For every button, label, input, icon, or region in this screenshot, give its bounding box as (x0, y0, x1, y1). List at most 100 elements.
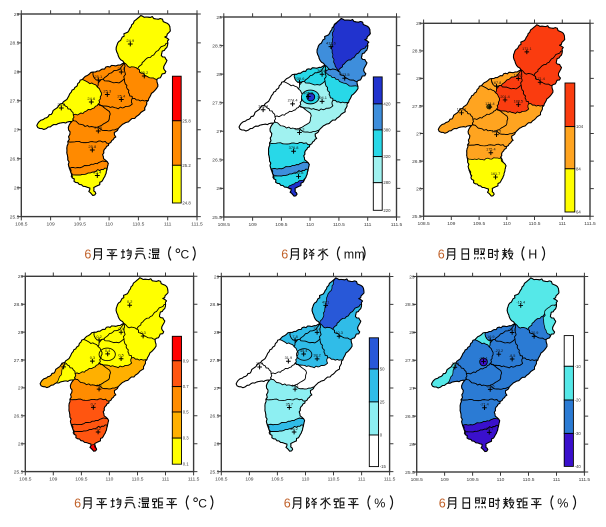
svg-text:108.5: 108.5 (215, 477, 228, 483)
svg-text:28: 28 (18, 330, 24, 336)
svg-text:24.9: 24.9 (126, 38, 135, 43)
svg-text:25.5: 25.5 (212, 215, 222, 221)
svg-text:6: 6 (84, 248, 91, 262)
svg-text:66.2: 66.2 (290, 427, 297, 431)
svg-text:110: 110 (106, 477, 114, 483)
svg-text:0.3: 0.3 (90, 356, 95, 360)
svg-text:109.5: 109.5 (473, 221, 486, 227)
svg-text:110: 110 (302, 477, 310, 483)
svg-text:25.5: 25.5 (405, 470, 415, 476)
svg-text:6: 6 (281, 248, 288, 262)
svg-text:64: 64 (576, 210, 581, 215)
svg-text:0.6: 0.6 (96, 384, 101, 388)
svg-text:25.4: 25.4 (117, 93, 126, 98)
svg-text:7.8: 7.8 (292, 335, 297, 339)
svg-text:171.4: 171.4 (535, 77, 544, 81)
svg-text:40.3: 40.3 (335, 331, 342, 335)
svg-text:0.2: 0.2 (95, 427, 100, 431)
svg-text:111.5: 111.5 (391, 222, 403, 228)
svg-text:29: 29 (14, 12, 20, 18)
svg-text:220: 220 (383, 208, 391, 213)
svg-text:26: 26 (409, 442, 415, 448)
svg-text:109: 109 (245, 477, 253, 483)
svg-text:111: 111 (553, 477, 561, 483)
svg-text:368.4: 368.4 (317, 68, 328, 73)
svg-text:6: 6 (284, 497, 291, 511)
svg-text:25.8: 25.8 (88, 144, 97, 149)
svg-text:50: 50 (380, 367, 385, 372)
svg-text:239.6: 239.6 (295, 76, 306, 81)
svg-text:0.4: 0.4 (105, 349, 111, 353)
svg-text:26: 26 (216, 186, 222, 192)
svg-text:25.8: 25.8 (182, 118, 191, 123)
svg-text:-20.9: -20.9 (530, 331, 539, 335)
svg-text:-16.3: -16.3 (451, 362, 460, 366)
svg-text:186.5: 186.5 (492, 130, 501, 134)
svg-text:108.5: 108.5 (411, 477, 424, 483)
svg-text:161.7: 161.7 (491, 172, 500, 176)
svg-text:175.4: 175.4 (486, 148, 495, 152)
svg-text:25.3: 25.3 (103, 88, 112, 93)
svg-text:201.4: 201.4 (500, 95, 509, 99)
svg-text:110.5: 110.5 (529, 221, 541, 227)
svg-text:111.5: 111.5 (579, 477, 591, 483)
svg-text:-8.5: -8.5 (509, 354, 516, 358)
svg-text:26: 26 (214, 442, 220, 448)
svg-text:109.5: 109.5 (271, 477, 284, 483)
svg-text:84: 84 (576, 166, 581, 171)
svg-text:C: C (181, 248, 190, 262)
svg-text:27: 27 (18, 386, 24, 392)
svg-text:25.5: 25.5 (412, 214, 422, 220)
svg-text:-18.1: -18.1 (508, 327, 517, 331)
svg-text:111.5: 111.5 (384, 477, 396, 483)
svg-text:110.5: 110.5 (132, 477, 144, 483)
svg-text:26: 26 (18, 442, 24, 448)
svg-text:109: 109 (441, 477, 449, 483)
svg-text:28: 28 (416, 76, 422, 82)
svg-text:27.5: 27.5 (10, 99, 20, 105)
svg-text:25.6: 25.6 (94, 125, 103, 130)
svg-text:25.4: 25.4 (93, 169, 102, 174)
svg-text:29: 29 (214, 274, 220, 280)
svg-text:111.5: 111.5 (188, 477, 200, 483)
svg-text:25.5: 25.5 (117, 66, 126, 71)
svg-text:27.5: 27.5 (14, 358, 24, 364)
svg-text:-23.2: -23.2 (494, 349, 503, 353)
svg-text:420: 420 (383, 101, 391, 106)
svg-text:0.5: 0.5 (118, 354, 123, 358)
svg-text:413.6: 413.6 (326, 40, 337, 45)
svg-text:%: % (557, 497, 568, 511)
svg-text:171.1: 171.1 (522, 47, 531, 51)
svg-text:25.2: 25.2 (182, 163, 191, 168)
svg-text:348.4: 348.4 (258, 104, 269, 109)
svg-text:104: 104 (576, 124, 584, 129)
svg-text:-20: -20 (575, 398, 582, 403)
svg-text:403.5: 403.5 (340, 72, 351, 77)
svg-text:280: 280 (383, 180, 391, 185)
svg-text:28.5: 28.5 (412, 49, 422, 55)
svg-text:28.5: 28.5 (14, 302, 24, 308)
svg-text:174.4: 174.4 (485, 102, 494, 106)
svg-text:110.5: 110.5 (132, 222, 144, 228)
svg-text:167.8: 167.8 (492, 81, 501, 85)
svg-text:27: 27 (216, 129, 222, 135)
svg-text:45.4: 45.4 (300, 349, 308, 353)
svg-text:440.8: 440.8 (294, 170, 305, 175)
svg-text:108.5: 108.5 (19, 477, 32, 483)
svg-text:-24.7: -24.7 (485, 427, 494, 431)
svg-text:24.8: 24.8 (182, 201, 191, 206)
svg-text:0.9: 0.9 (183, 358, 190, 363)
svg-text:29: 29 (216, 15, 222, 21)
svg-text:274.4: 274.4 (288, 98, 299, 103)
svg-text:27: 27 (409, 386, 415, 392)
svg-text:26.5: 26.5 (10, 157, 20, 163)
svg-text:28.5: 28.5 (10, 41, 20, 47)
svg-text:25.1: 25.1 (94, 74, 103, 79)
svg-text:-23.6: -23.6 (486, 384, 495, 388)
svg-text:-40: -40 (575, 464, 582, 469)
svg-text:29: 29 (18, 274, 24, 280)
svg-text:24.6: 24.6 (87, 96, 96, 101)
svg-text:27.5: 27.5 (212, 101, 222, 107)
svg-text:110.5: 110.5 (328, 477, 340, 483)
svg-text:26: 26 (14, 186, 20, 192)
